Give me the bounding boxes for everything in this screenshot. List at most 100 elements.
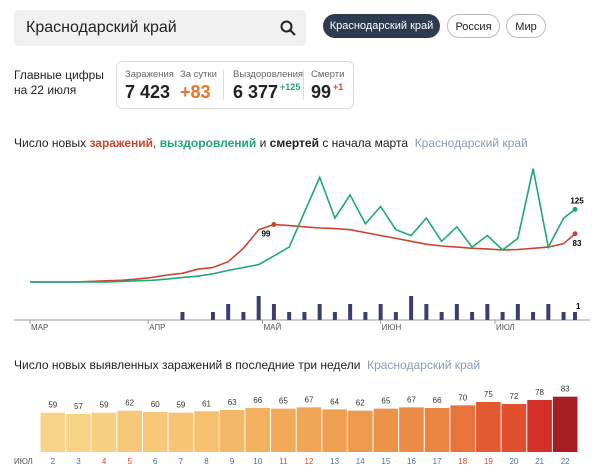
death-bar: [546, 304, 551, 320]
data-label: 1: [576, 302, 581, 311]
x-tick-label: 10: [253, 457, 262, 466]
x-tick-label: 9: [230, 457, 235, 466]
bar: [66, 414, 91, 452]
data-label: 67: [305, 395, 314, 404]
x-tick-label: 18: [458, 457, 467, 466]
data-label: 65: [279, 397, 288, 406]
data-label: 59: [100, 401, 109, 410]
x-tick-label: 14: [356, 457, 365, 466]
death-bar: [348, 304, 353, 320]
data-label: 57: [74, 402, 83, 411]
bar: [194, 411, 219, 452]
data-label: 59: [176, 401, 185, 410]
death-bar: [470, 312, 475, 320]
search-text[interactable]: Краснодарский край: [26, 19, 177, 36]
stat-delta: +1: [333, 82, 344, 92]
bar: [271, 408, 296, 452]
title-series: заражений: [89, 136, 154, 150]
death-bar: [332, 312, 337, 320]
death-bar: [561, 312, 566, 320]
divider: [303, 70, 304, 100]
title-text: и: [259, 136, 267, 150]
x-axis-label: ИЮЛ: [14, 457, 33, 466]
x-tick-label: 2: [51, 457, 56, 466]
bar: [219, 410, 245, 452]
bar: [476, 402, 501, 452]
x-tick-label: 5: [127, 457, 132, 466]
x-tick-label: АПР: [149, 323, 165, 332]
bar: [347, 410, 373, 452]
data-label: 83: [573, 239, 582, 248]
bar: [40, 412, 66, 452]
death-bar: [241, 312, 246, 320]
data-label: 66: [253, 396, 262, 405]
x-tick-label: 15: [381, 457, 390, 466]
x-tick-label: 4: [102, 457, 107, 466]
data-label: 75: [484, 390, 493, 399]
summary-box: Заражения 7 423 За сутки +83 Выздоровлен…: [116, 61, 354, 109]
x-tick-label: 20: [509, 457, 518, 466]
bar: [296, 407, 322, 452]
death-bar: [180, 312, 185, 320]
title-series: смертей: [269, 136, 319, 150]
bar: [424, 408, 450, 452]
region-button[interactable]: Краснодарский край: [323, 14, 440, 38]
x-tick-label: МАР: [31, 323, 48, 332]
search-icon[interactable]: [280, 20, 296, 36]
search-box[interactable]: Краснодарский край: [14, 10, 306, 46]
x-tick-label: 3: [76, 457, 81, 466]
death-bar: [287, 312, 292, 320]
summary-line: на 22 июля: [14, 83, 77, 97]
death-bar: [226, 304, 231, 320]
bar: [117, 410, 142, 452]
stat-label: Выздоровления: [233, 69, 304, 80]
death-bar: [439, 312, 444, 320]
data-label: 125: [570, 196, 584, 205]
stat-value: 99 +1: [311, 82, 343, 103]
bar: [168, 412, 194, 452]
x-tick-label: 22: [561, 457, 570, 466]
death-bar: [531, 312, 536, 320]
chart-subtitle: Краснодарский край: [414, 136, 528, 150]
death-bar: [271, 304, 276, 320]
bar: [399, 407, 424, 452]
data-label: 63: [228, 398, 237, 407]
title-series: выздоровлений: [159, 136, 257, 150]
bar: [450, 405, 476, 452]
death-bar: [302, 312, 307, 320]
region-button[interactable]: Мир: [506, 14, 546, 38]
stat-number: 6 377: [233, 82, 279, 102]
death-bar: [500, 312, 505, 320]
data-label: 59: [48, 401, 57, 410]
summary-title: Главные цифры на 22 июля: [14, 68, 104, 98]
data-label: 62: [125, 399, 134, 408]
data-label: 60: [151, 400, 160, 409]
series-line: [30, 168, 576, 283]
death-bar: [393, 312, 398, 320]
x-tick-label: 16: [407, 457, 416, 466]
stat-value: 7 423: [125, 82, 171, 102]
x-tick-label: 6: [153, 457, 158, 466]
x-tick-label: 13: [330, 457, 339, 466]
bar: [245, 408, 271, 452]
data-label: 65: [381, 397, 390, 406]
series-line: [30, 223, 576, 283]
data-label: 78: [535, 388, 544, 397]
x-tick-label: 19: [484, 457, 493, 466]
death-bar: [409, 296, 414, 320]
bar: [142, 412, 168, 452]
death-bar: [424, 304, 429, 320]
death-bar: [378, 304, 383, 320]
death-bar: [317, 304, 322, 320]
summary-line: Главные цифры: [14, 68, 104, 82]
chart-subtitle: Краснодарский край: [367, 358, 481, 372]
death-bar: [256, 296, 261, 320]
chart-title: Число новых выявленных заражений в после…: [14, 358, 480, 372]
bar: [91, 412, 117, 452]
stat-number: 99: [311, 82, 332, 102]
region-button[interactable]: Россия: [447, 14, 500, 38]
title-text: ,: [153, 136, 157, 150]
stat-value: +83: [180, 82, 211, 102]
data-label: 64: [330, 397, 339, 406]
bar: [552, 396, 578, 452]
